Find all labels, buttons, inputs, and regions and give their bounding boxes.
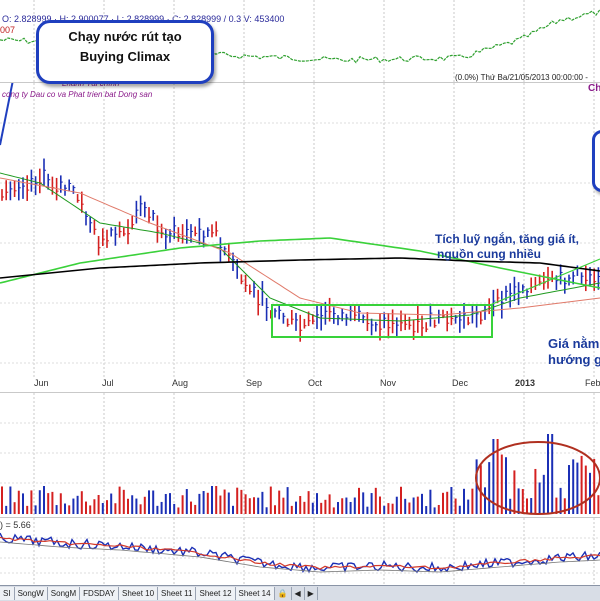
callout-line-1: Chạy nước rút tạo xyxy=(68,29,182,44)
sheet-tab-11[interactable]: Sheet 11 xyxy=(158,587,197,600)
sheet-tab-songm[interactable]: SongM xyxy=(47,587,81,600)
right-edge-label: Ch xyxy=(588,83,600,94)
accumulation-box xyxy=(271,304,493,338)
tab-scroll-left-icon[interactable]: ◀ xyxy=(291,587,305,600)
indicator-value: ) = 5.66 xyxy=(0,520,31,530)
date-axis: Jun Jul Aug Sep Oct Nov Dec 2013 Feb xyxy=(0,378,600,390)
series-code-label: 007 xyxy=(0,25,16,35)
date-tick-2013: 2013 xyxy=(515,378,536,388)
right-edge-callout xyxy=(592,130,600,192)
volume-chart xyxy=(0,393,600,516)
buying-climax-callout: Chạy nước rút tạo Buying Climax xyxy=(36,20,214,84)
indicator-signal-line xyxy=(0,541,600,573)
price-chart xyxy=(0,83,600,378)
indicator-fast-line xyxy=(0,532,600,574)
price-note-line-2: hướng g xyxy=(548,352,600,367)
sheet-tab-14[interactable]: Sheet 14 xyxy=(235,587,275,600)
callout-pointer-line xyxy=(0,83,14,146)
ma-long-green-line xyxy=(0,237,600,289)
price-chart-panel[interactable]: Lnành Tài chính cong ty Dau co va Phat t… xyxy=(0,73,600,383)
accumulation-note-line-1: Tích luỹ ngắn, tăng giá ít, xyxy=(435,232,580,246)
price-note-line-1: Giá nằm xyxy=(548,336,600,351)
sheet-tab-si[interactable]: SI xyxy=(0,587,15,600)
chart-info-line: (0.0%) Thứ Ba/21/05/2013 00:00:00 - xyxy=(455,73,588,82)
date-tick-oct: Oct xyxy=(308,378,323,388)
date-tick-dec: Dec xyxy=(452,378,469,388)
sheet-tab-12[interactable]: Sheet 12 xyxy=(196,587,236,600)
ma-mid-line xyxy=(0,177,600,316)
company-label: cong ty Dau co va Phat trien bat Dong sa… xyxy=(2,90,153,99)
date-tick-jun: Jun xyxy=(34,378,49,388)
date-tick-feb: Feb xyxy=(585,378,600,388)
callout-line-2: Buying Climax xyxy=(79,49,171,64)
accumulation-note: Tích luỹ ngắn, tăng giá ít, nguồn cung n… xyxy=(435,232,579,262)
sheet-tab-fdsday[interactable]: FDSDAY xyxy=(80,587,120,600)
volume-highlight-circle xyxy=(475,441,600,515)
indicator-slow-line xyxy=(0,536,600,570)
tab-scroll-right-icon[interactable]: ▶ xyxy=(304,587,318,600)
ohlc-readout: O: 2.828999 · H: 2.900077 · L: 2.828999 … xyxy=(2,14,285,24)
indicator-panel[interactable]: ) = 5.66 xyxy=(0,517,600,586)
sheet-tab-songw[interactable]: SongW xyxy=(14,587,48,600)
price-note: Giá nằm hướng g xyxy=(548,336,600,368)
sheet-tab-10[interactable]: Sheet 10 xyxy=(119,587,159,600)
lock-icon[interactable]: 🔒 xyxy=(274,587,292,600)
volume-panel[interactable] xyxy=(0,392,600,516)
date-tick-aug: Aug xyxy=(172,378,189,388)
ma-long-line xyxy=(0,257,600,279)
trend-line xyxy=(489,258,600,306)
accumulation-note-line-2: nguồn cung nhiều xyxy=(437,247,541,261)
sheet-tab-bar: SI SongW SongM FDSDAY Sheet 10 Sheet 11 … xyxy=(0,585,600,601)
indicator-chart xyxy=(0,518,600,586)
ma-short-line xyxy=(0,172,600,322)
date-tick-nov: Nov xyxy=(380,378,397,388)
date-tick-sep: Sep xyxy=(246,378,263,388)
date-tick-jul: Jul xyxy=(102,378,114,388)
